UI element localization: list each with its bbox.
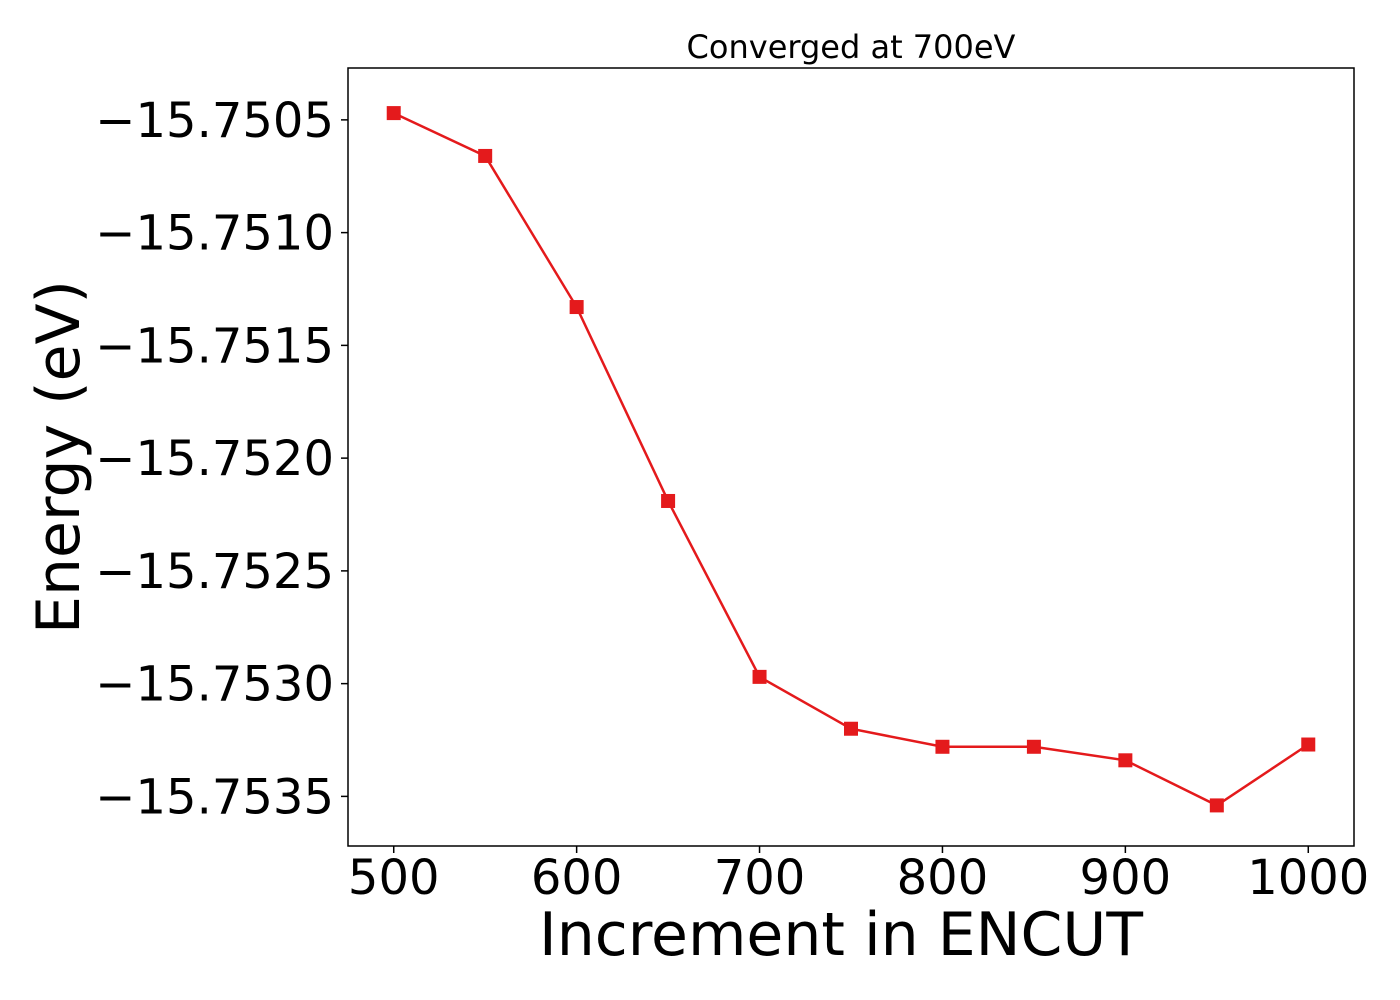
- data-point-marker: [844, 721, 858, 736]
- series-line: [393, 111, 1309, 807]
- x-tick-label: 600: [531, 850, 623, 906]
- data-point-marker: [752, 669, 767, 684]
- data-point-marker: [1209, 798, 1224, 813]
- plot-series: [386, 106, 1316, 813]
- x-axis-label: Increment in ENCUT: [539, 900, 1143, 970]
- data-point-marker: [1026, 739, 1041, 754]
- y-tick-label: −15.7530: [95, 657, 334, 713]
- data-point-marker: [478, 148, 493, 163]
- y-axis-label: Energy (eV): [24, 280, 94, 634]
- data-point-marker: [1301, 737, 1316, 752]
- x-tick-label: 1000: [1247, 850, 1369, 906]
- y-tick-label: −15.7520: [95, 431, 334, 487]
- x-axis-ticks: 500 600 700 800 900 1000: [348, 846, 1369, 906]
- y-tick-label: −15.7510: [95, 206, 334, 262]
- data-point-marker: [1118, 753, 1133, 768]
- x-tick-label: 900: [1080, 850, 1172, 906]
- y-tick-label: −15.7505: [95, 93, 334, 149]
- x-tick-label: 500: [348, 850, 440, 906]
- x-tick-label: 700: [714, 850, 806, 906]
- y-tick-label: −15.7535: [95, 769, 334, 825]
- y-axis-ticks: −15.7505 −15.7510 −15.7515 −15.7520 −15.7525…: [95, 93, 348, 825]
- y-tick-label: −15.7525: [95, 544, 334, 600]
- y-tick-label: −15.7515: [95, 318, 334, 374]
- chart-title: Converged at 700eV: [687, 28, 1016, 66]
- x-tick-label: 800: [897, 850, 989, 906]
- data-point-marker: [661, 493, 676, 508]
- data-point-marker: [386, 106, 401, 121]
- plot-frame: [347, 67, 1355, 847]
- data-point-marker: [935, 739, 950, 754]
- data-point-marker: [569, 300, 584, 315]
